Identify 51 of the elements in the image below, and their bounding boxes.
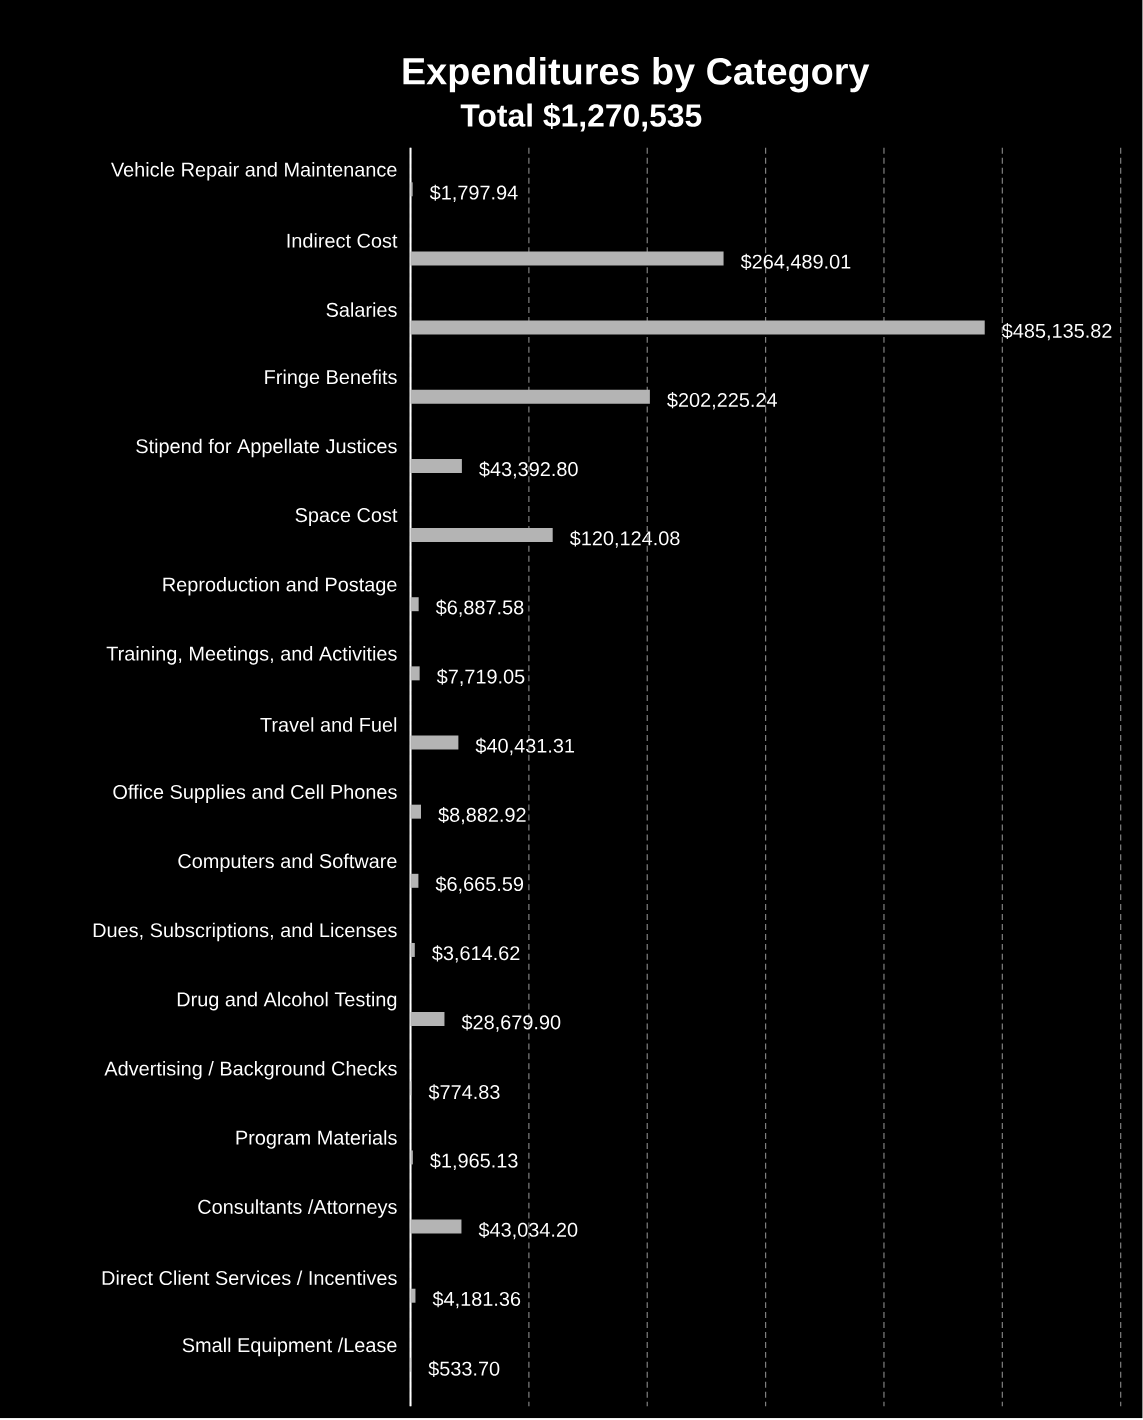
y-tick-label: Dues, Subscriptions, and Licenses	[93, 922, 397, 942]
data-label: $264,489.01	[740, 253, 851, 272]
y-tick-label: Salaries	[326, 302, 397, 317]
bar	[410, 666, 420, 681]
data-label: $3,614.62	[432, 945, 520, 963]
y-tick-label: Direct Client Services / Incentives	[102, 1270, 397, 1286]
y-tick-label: Vehicle Repair and Maintenance	[111, 162, 397, 181]
bar	[410, 458, 463, 473]
data-label: $485,135.82	[1002, 322, 1112, 341]
data-label: $40,431.31	[475, 737, 575, 756]
y-tick-label: Office Supplies and Cell Phones	[113, 784, 397, 803]
y-tick-label: Reproduction and Postage	[163, 576, 397, 596]
data-label: $6,665.59	[435, 876, 524, 894]
bar	[410, 804, 422, 819]
data-label: $4,181.36	[432, 1291, 521, 1309]
y-tick-label: Computers and Software	[178, 853, 397, 873]
y-tick-label: Small Equipment /Lease	[182, 1337, 397, 1357]
bar	[410, 182, 413, 197]
bar	[410, 1219, 462, 1234]
data-label: $7,719.05	[437, 668, 525, 686]
y-tick-label: Drug and Alcohol Testing	[178, 991, 397, 1011]
y-tick-label: Travel and Fuel	[260, 717, 397, 732]
bar	[410, 597, 419, 612]
data-label: $28,679.90	[461, 1014, 561, 1032]
data-label: $533.70	[428, 1360, 500, 1377]
bar	[410, 528, 553, 543]
y-tick-label: Indirect Cost	[287, 233, 398, 248]
data-label: $1,965.13	[430, 1152, 518, 1171]
bar	[410, 251, 724, 266]
bar	[410, 320, 985, 335]
bar	[410, 942, 415, 957]
data-label: $1,797.94	[430, 184, 518, 202]
chart-title: Expenditures by Category	[403, 56, 870, 93]
y-tick-label: Stipend for Appellate Justices	[136, 438, 397, 458]
data-label: $8,882.92	[438, 807, 526, 825]
chart-subtitle: Total $1,270,535	[460, 102, 702, 132]
data-label: $6,887.58	[436, 599, 524, 617]
y-tick-label: Space Cost	[295, 508, 398, 527]
bar	[410, 1012, 445, 1027]
y-tick-label: Consultants /Attorneys	[198, 1199, 397, 1218]
data-label: $774.83	[428, 1084, 500, 1101]
y-tick-label: Program Materials	[236, 1130, 397, 1149]
data-label: $120,124.08	[570, 530, 680, 548]
bar	[410, 735, 459, 750]
data-label: $43,034.20	[478, 1221, 578, 1240]
y-tick-label: Fringe Benefits	[265, 369, 397, 389]
data-label: $202,225.24	[667, 392, 778, 410]
data-label: $43,392.80	[479, 461, 578, 479]
y-tick-label: Training, Meetings, and Activities	[106, 646, 397, 665]
y-tick-label: Advertising / Background Checks	[104, 1061, 397, 1080]
bar	[410, 389, 651, 404]
